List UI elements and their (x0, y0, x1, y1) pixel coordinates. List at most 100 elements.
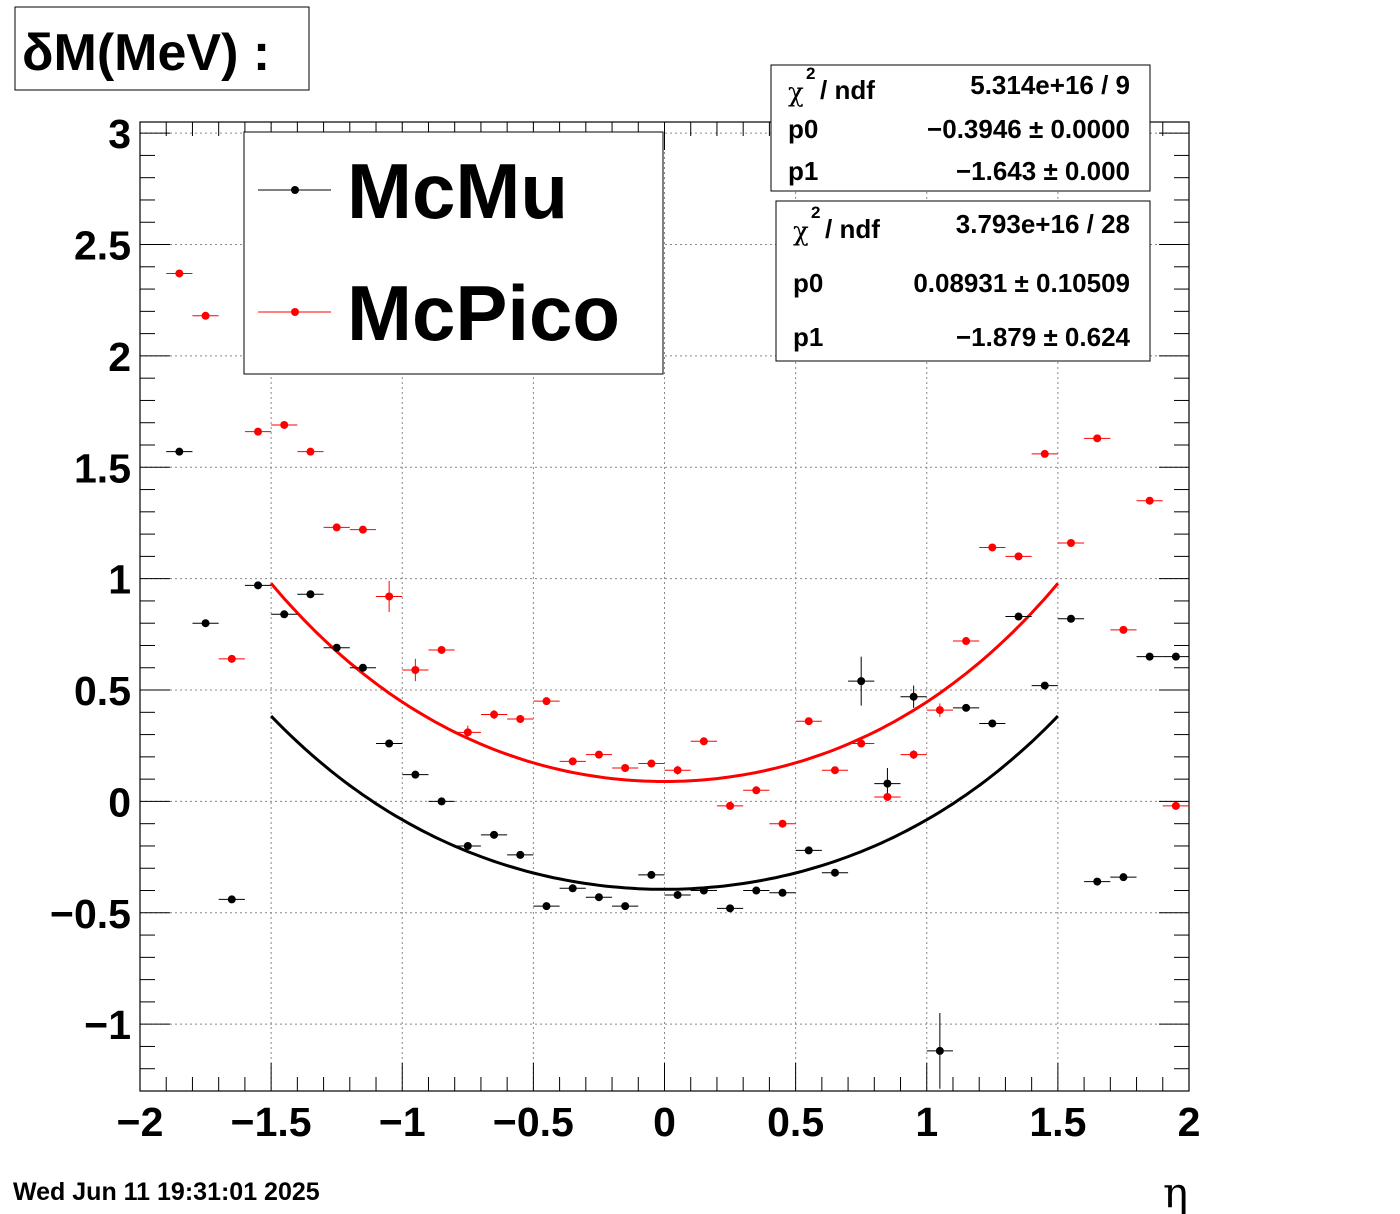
data-point (1031, 681, 1058, 690)
data-point (585, 893, 613, 902)
data-point (690, 886, 717, 895)
marker (699, 737, 708, 746)
data-point (874, 792, 901, 801)
marker (752, 786, 761, 795)
data-point (428, 645, 455, 654)
marker (1119, 873, 1128, 882)
axes: −2 −1.5 −1 −0.5 0 0.5 1 1.5 2 −1 −0.5 0 0.5 1 1.5 2 2.5 3 (50, 111, 1200, 1145)
marker (830, 766, 839, 775)
data-point (716, 801, 744, 810)
marker (280, 610, 289, 619)
data-point (795, 717, 822, 726)
data-point (585, 750, 613, 759)
stat-label-ndf: / ndf (825, 214, 880, 244)
marker (1119, 625, 1128, 634)
marker (647, 870, 656, 879)
x-tick-label: 1 (915, 1099, 938, 1145)
data-point (743, 886, 770, 895)
marker (1093, 877, 1102, 886)
data-point (428, 797, 455, 806)
data-point (900, 750, 927, 760)
stat-label: p1 (788, 156, 818, 186)
marker (621, 764, 630, 772)
marker (883, 792, 892, 801)
data-point (533, 902, 560, 911)
y-tick-label: 1 (108, 557, 131, 603)
marker (437, 645, 446, 654)
x-tick-label: −1 (379, 1099, 426, 1145)
data-point (769, 888, 796, 897)
data-point (166, 269, 193, 278)
legend-marker (291, 308, 299, 316)
marker (804, 846, 813, 855)
data-point (480, 830, 508, 839)
data-point (1136, 496, 1163, 505)
marker (726, 904, 735, 913)
data-point (664, 765, 691, 775)
data-point (1110, 873, 1137, 882)
data-point (402, 770, 429, 779)
stat-box-mcpico: χ2 / ndf 3.793e+16 / 28 p0 0.08931 ± 0.1050… (775, 200, 1151, 362)
stat-value: −0.3946 ± 0.0000 (927, 114, 1130, 144)
marker (490, 830, 499, 839)
marker (385, 739, 394, 748)
data-points (166, 269, 1189, 1089)
marker (332, 643, 341, 652)
y-tick-label: 0.5 (74, 668, 131, 714)
legend-label: McPico (347, 269, 620, 357)
timestamp-label: Wed Jun 11 19:31:01 2025 (13, 1178, 320, 1206)
fit-curve-mcpico (269, 582, 1060, 783)
marker (358, 663, 367, 672)
stat-label-chi: χ (788, 78, 804, 108)
data-point (323, 523, 350, 532)
marker (988, 719, 997, 728)
marker (647, 759, 656, 768)
data-point (1005, 612, 1032, 621)
marker (542, 902, 551, 911)
data-point (349, 663, 377, 672)
x-tick-label: −2 (117, 1099, 164, 1145)
marker (857, 739, 866, 748)
data-point (244, 581, 272, 590)
data-point (979, 543, 1006, 552)
marker (594, 750, 603, 759)
marker (385, 592, 394, 601)
data-point (926, 703, 953, 717)
marker (752, 886, 761, 895)
marker (778, 888, 787, 897)
marker (988, 543, 997, 552)
stat-value: 3.793e+16 / 28 (956, 209, 1130, 239)
data-point (192, 619, 219, 628)
x-axis-title: η (1163, 1168, 1188, 1214)
marker (463, 728, 472, 737)
x-tick-label: 0 (653, 1099, 676, 1145)
marker (227, 895, 236, 904)
marker (516, 714, 525, 723)
data-point (769, 819, 796, 828)
data-point (1162, 801, 1189, 810)
marker (778, 819, 787, 828)
y-tick-label: 1.5 (74, 445, 131, 491)
data-point (795, 846, 822, 855)
stat-label-ndf: / ndf (820, 75, 875, 105)
marker (1171, 652, 1180, 661)
marker (673, 766, 682, 775)
marker (254, 427, 263, 436)
marker (437, 797, 446, 806)
title-box: δM(MeV) : (14, 6, 310, 91)
y-tick-label: 2 (108, 334, 131, 380)
data-point (1084, 434, 1111, 443)
data-point (716, 904, 744, 913)
x-tick-label: 2 (1178, 1099, 1201, 1145)
data-point (323, 643, 350, 652)
data-point (454, 725, 481, 740)
data-point (480, 710, 508, 719)
data-point (271, 420, 298, 429)
stat-value: −1.879 ± 0.624 (956, 322, 1131, 352)
data-point (533, 697, 560, 706)
stat-box-frame (770, 64, 1151, 192)
y-tick-label: 3 (108, 111, 131, 157)
marker (542, 697, 551, 706)
data-point (900, 685, 927, 708)
data-point (638, 870, 665, 879)
